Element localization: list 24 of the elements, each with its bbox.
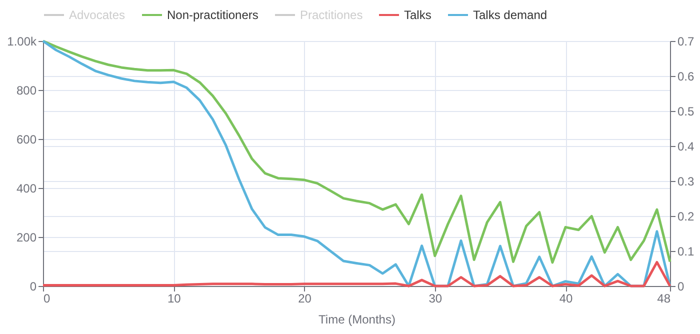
y2-tick-label: 0.1 <box>678 244 695 258</box>
y2-tick-label: 0.5 <box>678 104 695 118</box>
y2-tick-label: 0.6 <box>678 70 695 84</box>
legend-label: Talks demand <box>473 8 548 22</box>
y-tick-label: 0 <box>30 280 37 294</box>
legend-label: Non-practitioners <box>167 8 258 22</box>
x-axis-title: Time (Months) <box>318 312 396 326</box>
x-tick-label: 30 <box>428 292 442 306</box>
y2-tick-label: 0.4 <box>678 140 695 154</box>
x-tick-label: 20 <box>298 292 312 306</box>
y2-tick-label: 0.2 <box>678 210 695 224</box>
x-tick-label: 48 <box>657 292 671 306</box>
x-tick-label: 10 <box>167 292 182 306</box>
x-tick-label: 40 <box>559 292 573 306</box>
y-tick-label: 400 <box>16 182 37 196</box>
y-tick-label: 800 <box>16 84 37 98</box>
y-tick-label: 1.00k <box>7 34 38 48</box>
y2-tick-label: 0.7 <box>678 34 695 48</box>
y2-tick-label: 0.3 <box>678 174 695 188</box>
y2-tick-label: 0 <box>678 280 684 294</box>
y-tick-label: 600 <box>16 132 37 146</box>
y-tick-label: 200 <box>16 230 37 244</box>
x-tick-label: 0 <box>44 292 50 306</box>
legend-label: Talks <box>404 8 432 22</box>
